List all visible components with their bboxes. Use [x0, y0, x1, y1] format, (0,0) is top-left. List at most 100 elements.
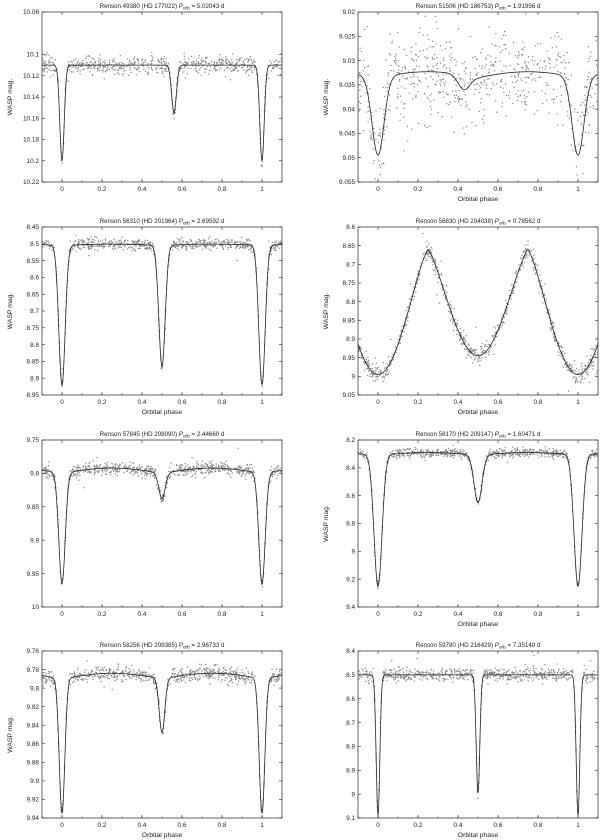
data-point — [133, 472, 136, 474]
data-point — [367, 121, 369, 123]
data-point — [109, 677, 111, 680]
data-point — [52, 74, 54, 77]
data-point — [194, 246, 197, 248]
data-point — [224, 58, 227, 60]
y-tick-label: 8.85 — [27, 359, 40, 366]
data-point — [133, 58, 135, 60]
data-point — [379, 167, 382, 169]
data-point — [247, 238, 249, 240]
data-point — [358, 349, 360, 352]
data-point — [363, 59, 365, 61]
data-point — [178, 464, 180, 467]
data-points — [358, 13, 598, 180]
data-point — [222, 248, 225, 250]
data-point — [244, 246, 246, 249]
data-point — [587, 45, 590, 48]
data-point — [101, 676, 103, 679]
data-point — [434, 83, 436, 85]
data-point — [568, 117, 570, 120]
data-point — [451, 454, 453, 456]
data-point — [391, 42, 393, 45]
data-point — [206, 56, 208, 59]
data-point — [87, 242, 89, 244]
data-point — [170, 462, 172, 464]
data-point — [433, 53, 436, 56]
data-point — [444, 84, 446, 86]
data-point — [550, 37, 552, 39]
data-point — [72, 243, 75, 245]
data-point — [249, 467, 251, 470]
data-point — [390, 70, 392, 72]
data-point — [261, 160, 263, 163]
data-point — [428, 125, 431, 127]
data-point — [533, 91, 536, 93]
data-point — [234, 248, 237, 250]
data-point — [139, 677, 142, 680]
data-point — [565, 457, 568, 459]
data-point — [161, 70, 164, 73]
data-point — [531, 73, 533, 75]
data-point — [104, 462, 106, 465]
data-point — [96, 250, 99, 252]
data-point — [205, 57, 207, 60]
data-point — [594, 93, 596, 95]
data-point — [527, 240, 529, 242]
data-point — [373, 159, 375, 162]
data-point — [518, 72, 520, 74]
data-point — [439, 91, 442, 94]
data-point — [412, 68, 415, 71]
data-point — [563, 59, 565, 61]
data-point — [496, 111, 498, 113]
data-point — [226, 58, 228, 60]
data-point — [211, 668, 214, 671]
data-point — [540, 454, 543, 456]
data-point — [526, 454, 528, 456]
data-point — [398, 71, 400, 74]
data-point — [511, 451, 513, 453]
data-point — [588, 94, 590, 96]
data-point — [488, 351, 490, 353]
data-point — [592, 105, 594, 107]
data-point — [430, 93, 433, 95]
data-point — [122, 72, 125, 75]
data-point — [270, 70, 273, 72]
data-point — [105, 674, 108, 677]
data-point — [505, 48, 507, 50]
data-point — [215, 465, 217, 468]
data-point — [433, 45, 435, 48]
data-point — [472, 349, 474, 351]
data-point — [366, 374, 369, 376]
data-point — [271, 248, 273, 250]
data-point — [371, 138, 374, 141]
data-point — [555, 64, 558, 66]
data-point — [135, 675, 137, 677]
data-point — [521, 264, 523, 267]
data-point — [177, 240, 180, 243]
data-point — [552, 333, 555, 335]
data-point — [85, 62, 88, 64]
data-point — [202, 465, 204, 467]
data-point — [566, 83, 568, 86]
y-tick-label: 10.2 — [27, 158, 40, 165]
data-point — [366, 85, 368, 87]
data-point — [132, 669, 134, 671]
data-point — [557, 70, 559, 73]
data-point — [87, 465, 89, 468]
data-point — [403, 150, 405, 152]
data-point — [90, 471, 92, 473]
data-point — [173, 117, 176, 120]
data-point — [116, 678, 118, 681]
data-point — [127, 468, 129, 471]
data-point — [108, 241, 110, 244]
data-point — [235, 67, 238, 70]
data-point — [440, 274, 443, 276]
data-point — [531, 79, 533, 81]
data-point — [591, 96, 593, 98]
data-point — [74, 473, 76, 476]
data-point — [185, 471, 188, 473]
data-point — [162, 499, 164, 502]
data-point — [228, 61, 231, 63]
x-tick-label: 1 — [260, 399, 264, 406]
data-point — [394, 55, 396, 58]
